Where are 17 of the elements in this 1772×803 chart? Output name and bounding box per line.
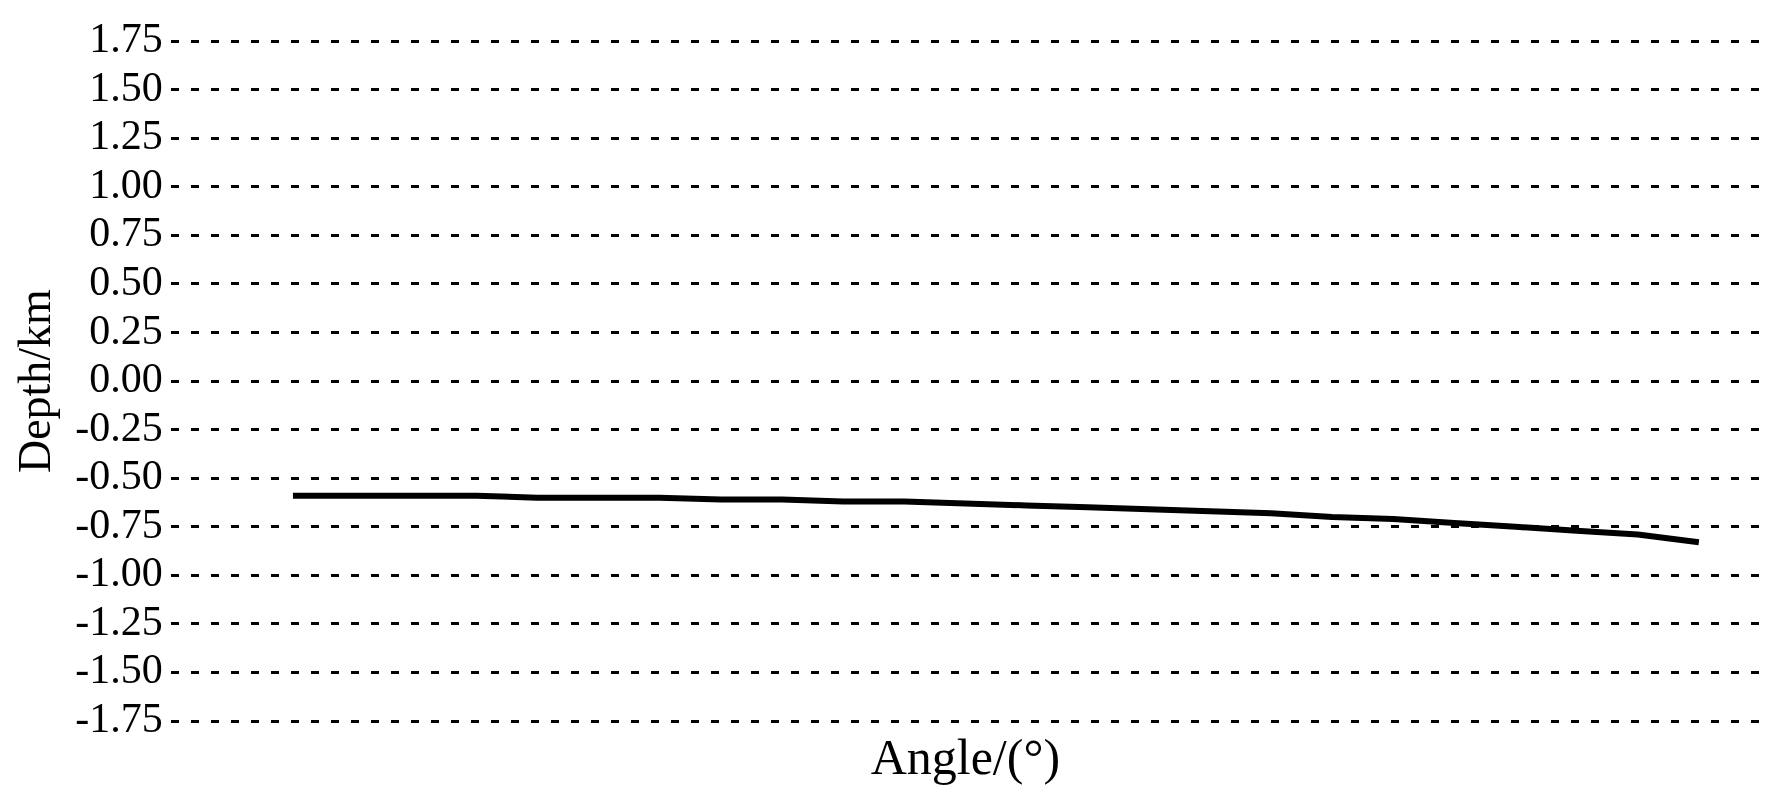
y-tick-label: 0.00 <box>89 355 163 402</box>
y-axis-title: Depth/km <box>8 288 60 474</box>
y-tick-label: -0.25 <box>75 403 163 450</box>
y-tick-label: 1.00 <box>89 160 163 207</box>
y-tick-label: 0.25 <box>89 306 163 353</box>
y-tick-label: -0.50 <box>75 452 163 499</box>
y-tick-label: -1.00 <box>75 549 163 596</box>
y-tick-label: -1.25 <box>75 597 163 644</box>
y-tick-label: 1.25 <box>89 112 163 159</box>
y-tick-label: 1.75 <box>89 15 163 62</box>
y-tick-label: 0.50 <box>89 258 163 305</box>
y-tick-label: 1.50 <box>89 63 163 110</box>
x-axis-title: Angle/(°) <box>870 729 1061 786</box>
y-tick-label: 0.75 <box>89 209 163 256</box>
y-tick-label: -1.50 <box>75 646 163 693</box>
y-tick-label: -1.75 <box>75 695 163 742</box>
y-tick-label: -0.75 <box>75 500 163 547</box>
